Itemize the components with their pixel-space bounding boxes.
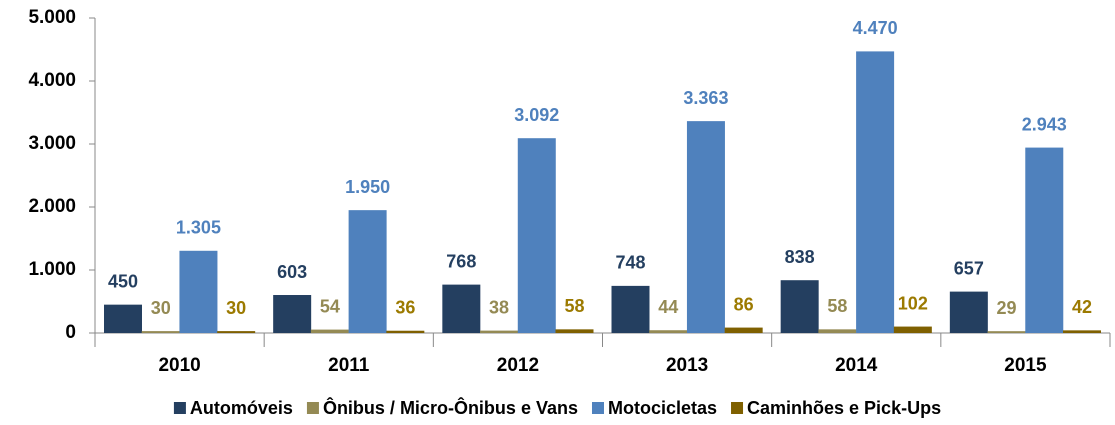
x-tick-label: 2011 [328,355,370,376]
value-label: 42 [1072,297,1092,317]
y-tick-label: 0 [65,322,76,343]
value-label: 58 [827,296,847,316]
x-tick-label: 2013 [666,355,708,376]
legend-label: Caminhões e Pick-Ups [747,398,941,418]
x-tick-label: 2015 [1004,355,1047,376]
bar [856,51,895,333]
bar [949,291,988,333]
y-tick-label: 1.000 [28,259,76,280]
value-label: 3.092 [514,105,559,125]
value-label: 29 [997,298,1017,318]
bar [649,330,688,333]
value-label: 657 [954,258,984,278]
x-tick-label: 2010 [158,355,200,376]
value-label: 44 [658,297,678,317]
value-label: 30 [226,298,246,318]
bar [555,329,594,333]
bar [104,304,142,333]
bar [517,138,556,333]
bar [310,329,349,333]
legend-label: Automóveis [190,398,293,418]
bar [987,331,1026,333]
bar [273,295,312,333]
bar [686,121,725,333]
legend-label: Motocicletas [608,398,717,418]
legend-swatch [731,402,744,414]
value-label: 102 [898,293,928,313]
bar [1063,330,1101,333]
value-label: 38 [489,297,509,317]
bar [893,326,932,333]
y-tick-label: 3.000 [28,133,76,154]
bar [179,250,218,333]
value-label: 748 [615,253,645,273]
y-tick-label: 5.000 [28,7,76,28]
value-label: 1.305 [176,218,221,238]
bar [348,210,387,333]
bar [818,329,857,333]
legend-label: Ônibus / Micro-Ônibus e Vans [323,397,578,418]
value-label: 58 [564,296,584,316]
value-label: 54 [320,296,340,316]
x-tick-label: 2014 [835,355,878,376]
bar [141,331,180,333]
value-label: 30 [151,298,171,318]
value-label: 3.363 [683,88,728,108]
value-label: 450 [108,271,138,291]
bar [780,280,819,333]
value-label: 838 [785,247,815,267]
bar [611,285,650,333]
value-label: 1.950 [345,177,390,197]
legend-swatch [591,402,604,414]
legend-swatch [306,402,319,414]
bar [480,330,519,333]
bar [442,284,481,333]
value-label: 4.470 [853,18,898,38]
value-label: 768 [446,251,476,271]
value-label: 36 [395,297,415,317]
bar [1025,147,1064,333]
bar [386,330,425,333]
y-tick-label: 2.000 [28,196,76,217]
y-tick-label: 4.000 [28,70,76,91]
value-label: 603 [277,262,307,282]
bar [217,331,256,333]
legend-swatch [173,402,186,414]
value-label: 2.943 [1022,114,1067,134]
value-label: 86 [734,294,754,314]
bar [724,327,763,333]
x-tick-label: 2012 [497,355,539,376]
